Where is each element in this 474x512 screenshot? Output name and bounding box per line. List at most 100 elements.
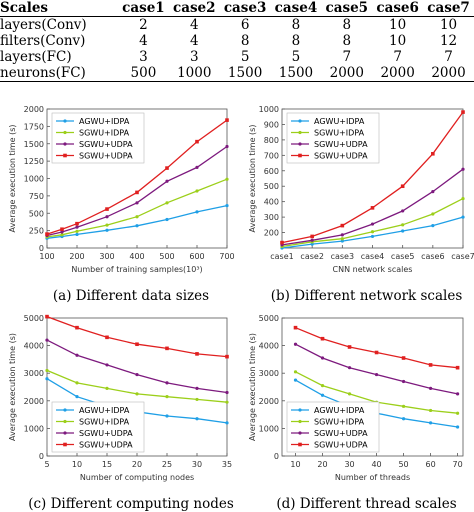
legend-label: AGWU+IDPA: [79, 117, 130, 126]
x-axis-title: Number of training samples(10³): [71, 265, 202, 274]
x-axis-title: Number of computing nodes: [80, 473, 194, 482]
legend: AGWU+IDPA SGWU+IDPA SGWU+UDPA SGWU+UDPA: [51, 112, 145, 164]
table-cell: 4: [139, 33, 148, 49]
legend-label: SGWU+UDPA: [314, 152, 368, 161]
series-line: [46, 178, 228, 238]
data-point: [293, 325, 298, 330]
data-point: [374, 372, 379, 377]
y-tick-label: 5000: [24, 314, 44, 323]
table-cell: 4: [189, 33, 199, 49]
table-header-cell: Scales: [0, 0, 118, 17]
data-point: [293, 378, 298, 382]
y-tick-label: 800: [264, 136, 279, 145]
y-tick-label: 2000: [24, 397, 44, 406]
x-tick-label: 200: [69, 252, 84, 261]
legend-label: SGWU+UDPA: [79, 152, 133, 161]
legend-marker: [298, 119, 302, 123]
table-row: filters(Conv) 4 4 8 8 8 10 12: [0, 33, 474, 49]
legend-label: AGWU+IDPA: [314, 117, 365, 126]
y-tick-label: 1750: [24, 122, 44, 131]
x-tick-label: 70: [453, 460, 463, 469]
table-header-cell: case6: [372, 0, 424, 17]
legend-marker: [63, 431, 67, 435]
data-point: [165, 346, 169, 351]
data-point: [293, 370, 298, 374]
x-tick-label: 100: [39, 252, 54, 261]
legend-marker: [298, 442, 302, 447]
data-point: [370, 234, 375, 239]
table-cell: 7: [393, 49, 402, 65]
legend: AGWU+IDPA SGWU+IDPA SGWU+UDPA SGWU+UDPA: [286, 401, 380, 453]
data-point: [105, 223, 109, 227]
data-point: [75, 229, 79, 233]
y-tick-label: 1000: [259, 424, 279, 433]
table-cell: 10: [389, 33, 407, 49]
data-point: [347, 366, 352, 370]
y-tick-label: 5000: [259, 314, 279, 323]
legend-label: SGWU+UDPA: [79, 429, 133, 438]
x-axis-title: Number of threads: [335, 473, 410, 482]
data-point: [45, 377, 49, 381]
series-line: [46, 204, 228, 239]
legend-label: SGWU+IDPA: [79, 129, 130, 138]
x-tick-label: 10: [72, 460, 82, 469]
y-tick-label: 500: [29, 209, 44, 218]
chart-caption: (b) Different network scales: [271, 288, 463, 304]
data-point: [370, 206, 375, 210]
x-tick-label: case3: [331, 252, 354, 261]
y-axis-title: Average execution time (s): [248, 333, 257, 441]
data-point: [310, 242, 314, 246]
table-cell: 6: [240, 17, 250, 33]
data-point: [428, 363, 433, 367]
data-point: [75, 232, 79, 237]
legend-marker: [298, 153, 302, 158]
chart-caption: (a) Different data sizes: [53, 288, 209, 304]
x-tick-label: 500: [159, 252, 174, 261]
data-point: [320, 356, 325, 360]
data-point: [75, 221, 79, 226]
data-point: [455, 365, 460, 370]
y-axis-title: Average execution time (s): [8, 333, 17, 441]
table-cell: 7: [444, 49, 453, 65]
x-tick-label: 20: [132, 460, 142, 469]
x-tick-label: 25: [162, 460, 172, 469]
legend-marker: [63, 130, 67, 135]
data-point: [431, 151, 435, 156]
legend-label: SGWU+UDPA: [79, 441, 133, 450]
table-header-cell: case7: [423, 0, 474, 17]
data-point: [225, 421, 229, 425]
table-row: layers(Conv) 2 4 6 8 8 10 10: [0, 17, 474, 34]
x-tick-label: 35: [222, 460, 232, 469]
data-point: [195, 165, 199, 169]
data-point: [374, 350, 379, 355]
table-row-label: layers(FC): [0, 49, 72, 65]
legend-label: SGWU+IDPA: [79, 418, 130, 427]
y-tick-label: 4000: [259, 342, 279, 351]
data-point: [165, 381, 169, 385]
y-tick-label: 2000: [24, 105, 44, 114]
legend-label: SGWU+UDPA: [79, 140, 133, 149]
data-point: [225, 390, 229, 395]
data-point: [280, 240, 284, 245]
data-point: [165, 414, 169, 418]
x-tick-label: 300: [99, 252, 114, 261]
legend-label: SGWU+UDPA: [314, 441, 368, 450]
x-tick-label: 15: [102, 460, 112, 469]
table-header-cell: case5: [321, 0, 373, 17]
data-point: [310, 234, 314, 239]
table-cell: 4: [189, 17, 199, 33]
x-tick-label: 400: [129, 252, 144, 261]
legend-label: AGWU+IDPA: [314, 406, 365, 415]
table-header-row: Scales case1 case2 case3 case4 case5 cas…: [0, 0, 474, 17]
table-cell: 8: [291, 33, 301, 49]
y-tick-label: 200: [264, 229, 279, 238]
data-point: [225, 177, 229, 181]
data-point: [400, 184, 405, 189]
data-point: [105, 335, 109, 340]
x-tick-label: case7: [451, 252, 474, 261]
legend-marker: [63, 408, 67, 412]
data-point: [225, 144, 229, 149]
x-tick-label: 10: [290, 460, 300, 469]
data-point: [105, 207, 109, 211]
x-tick-label: case6: [421, 252, 444, 261]
